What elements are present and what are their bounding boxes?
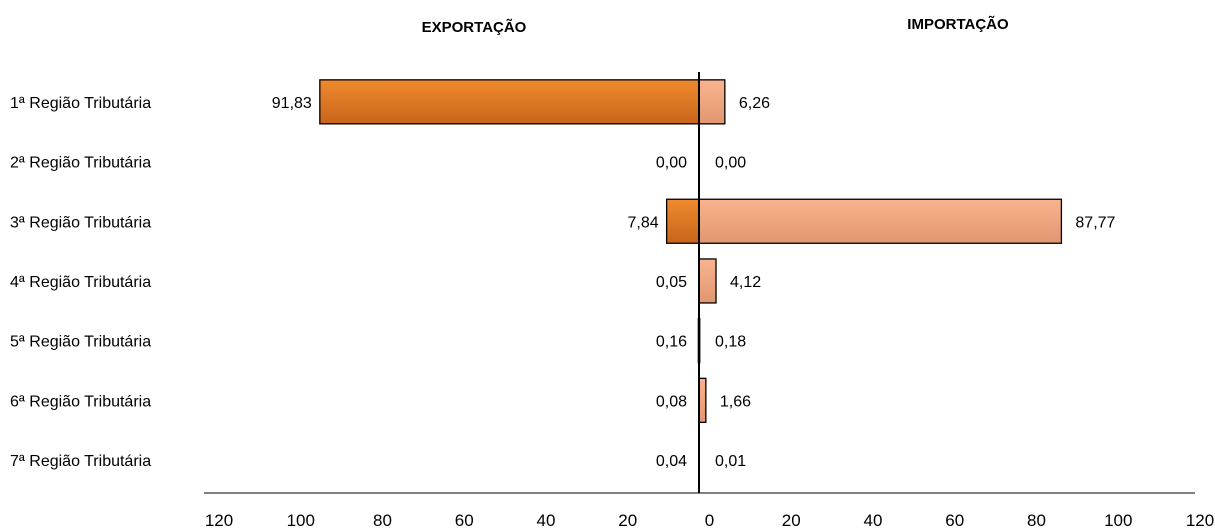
x-tick-label: 60 [945, 511, 964, 530]
export-bar [319, 79, 700, 125]
export-value-label: 0,16 [656, 334, 687, 351]
category-label: 2ª Região Tributária [10, 155, 151, 172]
export-bar [665, 198, 700, 244]
import-header: IMPORTAÇÃO [907, 15, 1009, 33]
export-value-label: 0,00 [656, 155, 687, 172]
category-labels: 1ª Região Tributária 2ª Região Tributária… [10, 95, 151, 470]
import-bar [698, 198, 1063, 244]
value-labels: 91,83 6,26 0,00 0,00 7,84 87,77 0,05 4,12 0,16 0,… [272, 95, 1116, 470]
category-label: 1ª Região Tributária [10, 95, 151, 112]
x-tick-label: 80 [1027, 511, 1046, 530]
x-tick-label: 100 [1104, 511, 1132, 530]
import-value-label: 0,01 [715, 453, 746, 470]
import-bar [698, 377, 707, 424]
import-value-label: 87,77 [1075, 214, 1115, 231]
import-bar [698, 79, 726, 125]
x-tick-label: 40 [537, 511, 556, 530]
x-tick-label: 120 [205, 511, 233, 530]
category-label: 5ª Região Tributária [10, 334, 151, 351]
import-value-label: 0,18 [715, 334, 746, 351]
x-axis-ticks: 120 100 80 60 40 20 0 20 40 60 80 100 120 [205, 511, 1214, 530]
category-label: 7ª Região Tributária [10, 453, 151, 470]
x-tick-label: 60 [455, 511, 474, 530]
import-value-label: 0,00 [715, 155, 746, 172]
import-value-label: 4,12 [730, 274, 761, 291]
export-value-label: 7,84 [627, 214, 658, 231]
import-value-label: 1,66 [720, 393, 751, 410]
x-tick-label: 120 [1186, 511, 1214, 530]
x-tick-label: 80 [373, 511, 392, 530]
export-value-label: 0,08 [656, 393, 687, 410]
bars [319, 79, 1063, 424]
x-tick-label: 40 [864, 511, 883, 530]
import-value-label: 6,26 [739, 95, 770, 112]
export-value-label: 0,05 [656, 274, 687, 291]
x-tick-label: 100 [287, 511, 315, 530]
export-value-label: 91,83 [272, 95, 312, 112]
x-tick-label: 20 [618, 511, 637, 530]
category-label: 3ª Região Tributária [10, 214, 151, 231]
import-bar [698, 258, 717, 304]
x-tick-label: 20 [782, 511, 801, 530]
x-tick-label: 0 [705, 511, 714, 530]
export-value-label: 0,04 [656, 453, 687, 470]
category-label: 4ª Região Tributária [10, 274, 151, 291]
export-header: EXPORTAÇÃO [422, 18, 527, 36]
category-label: 6ª Região Tributária [10, 393, 151, 410]
